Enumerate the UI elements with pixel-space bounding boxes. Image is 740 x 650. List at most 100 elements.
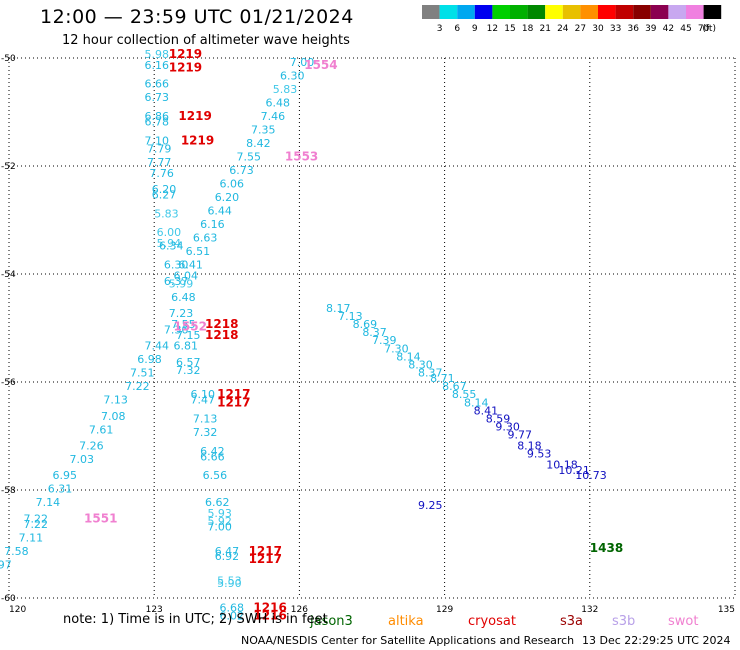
wave-height-point: 7.36 — [164, 323, 189, 336]
wave-height-point: 6.20 — [215, 191, 240, 204]
wave-height-point: 6.31 — [48, 483, 73, 496]
colorbar-swatch — [562, 5, 581, 19]
wave-height-point: 6.10 — [191, 388, 216, 401]
pass-number-label: 1553 — [285, 150, 318, 164]
chart-axes: 120 123 126 129 132 135 -50 -52 -54 -56 -58 -60 — [1, 54, 735, 615]
wave-height-point: 7.22 — [24, 518, 49, 531]
wave-height-point: 8.37 — [362, 326, 387, 339]
wave-height-point: 5.83 — [154, 207, 179, 220]
wave-height-point: 7.15 — [176, 329, 201, 342]
colorbar-swatch — [510, 5, 528, 19]
wave-height-point: 6.66 — [145, 78, 170, 91]
colorbar-label: 24 — [557, 24, 569, 34]
x-tick-label: 135 — [718, 605, 735, 615]
colorbar-swatch — [580, 5, 598, 19]
wave-height-point: 7.39 — [372, 334, 397, 347]
colorbar-swatch — [633, 5, 651, 19]
colorbar-label: 30 — [592, 24, 604, 34]
legend-item-altika: altika — [388, 614, 424, 629]
legend-item-swot: swot — [668, 614, 698, 629]
wave-height-point: 7.13 — [193, 413, 218, 426]
wave-height-point: 6.42 — [200, 445, 225, 458]
wave-height-point: 6.16 — [145, 59, 170, 72]
wave-height-point: 7.32 — [193, 426, 218, 439]
pass-number-label: 1216 — [253, 609, 286, 623]
pass-number-label: 1219 — [169, 47, 202, 61]
wave-height-point: 5.53 — [217, 575, 242, 588]
legend-item-s3a: s3a — [560, 614, 583, 629]
wave-height-point: 8.42 — [246, 137, 271, 150]
pass-number-label: 1218 — [205, 317, 238, 331]
wave-height-point: 8.41 — [474, 404, 499, 417]
wave-height-point: 6.98 — [137, 353, 162, 366]
wave-height-point: 6.20 — [152, 183, 177, 196]
colorbar: 3 6 9 12 15 18 21 24 27 30 33 36 39 42 45 70(ft) — [422, 5, 722, 34]
footer-note: note: 1) Time is in UTC; 2) SWH is in fe… — [63, 612, 328, 627]
x-tick-label: 129 — [436, 605, 453, 615]
colorbar-swatch — [439, 5, 458, 19]
chart-grid — [8, 57, 736, 599]
colorbar-label: 21 — [539, 24, 550, 34]
wave-height-point: 6.41 — [178, 259, 203, 272]
wave-height-point: 7.32 — [176, 364, 201, 377]
wave-height-point: 6.63 — [193, 232, 218, 245]
wave-height-point: 7.35 — [251, 124, 276, 137]
wave-height-point: 5.99 — [169, 278, 194, 291]
colorbar-label: 27 — [575, 24, 586, 34]
pass-number-label: 1217 — [249, 544, 282, 558]
wave-height-point: 7.77 — [147, 156, 172, 169]
colorbar-label: 3 — [437, 24, 443, 34]
colorbar-label: 6 — [454, 24, 460, 34]
wave-height-point: 6.51 — [186, 245, 211, 258]
wave-height-point: 6.16 — [200, 218, 225, 231]
colorbar-swatch — [598, 5, 616, 19]
wave-height-point: 6.57 — [176, 356, 201, 369]
x-tick-label: 120 — [9, 605, 26, 615]
colorbar-label: 12 — [487, 24, 498, 34]
pass-number-label: 1216 — [253, 601, 286, 615]
wave-height-point: 7.79 — [147, 143, 172, 156]
wave-height-point: 8.37 — [418, 367, 443, 380]
wave-height-point: 5.98 — [145, 48, 170, 61]
wave-height-point: 6.47 — [215, 545, 240, 558]
wave-height-point: 6.97 — [0, 558, 12, 571]
colorbar-swatch — [545, 5, 563, 19]
wave-height-point: 7.51 — [130, 367, 155, 380]
wave-height-point: 6.73 — [145, 91, 170, 104]
colorbar-swatch — [703, 5, 722, 19]
x-tick-label: 126 — [291, 605, 308, 615]
wave-height-point: 6.30 — [280, 70, 305, 83]
wave-height-point: 8.14 — [396, 350, 421, 363]
wave-height-point: 7.58 — [4, 545, 29, 558]
wave-height-point: 6.62 — [205, 496, 230, 509]
pass-number-label: 1219 — [178, 109, 211, 123]
colorbar-label: (ft) — [702, 24, 716, 34]
wave-height-point: 8.17 — [326, 302, 351, 315]
wave-height-point: 7.47 — [191, 394, 216, 407]
wave-height-point: 6.04 — [174, 269, 199, 282]
wave-height-point: 7.13 — [103, 394, 128, 407]
wave-height-point: 8.59 — [486, 413, 511, 426]
pass-number-label: 1217 — [217, 387, 250, 401]
wave-height-point: 6.95 — [53, 469, 77, 482]
wave-height-point: 6.73 — [229, 164, 254, 177]
wave-height-point: 7.13 — [338, 310, 363, 323]
wave-height-point: 6.00 — [157, 226, 182, 239]
colorbar-label: 45 — [680, 24, 691, 34]
wave-height-point: 9.25 — [418, 499, 443, 512]
wave-height-point: 7.55 — [236, 151, 260, 164]
wave-height-point: 10.21 — [558, 464, 590, 477]
legend-item-s3b: s3b — [612, 614, 635, 629]
pass-number-label: 1218 — [205, 328, 238, 342]
wave-height-point: 6.37 — [164, 275, 189, 288]
wave-height-point: 7.26 — [79, 440, 104, 453]
x-tick-label: 132 — [581, 605, 598, 615]
colorbar-swatch — [527, 5, 546, 19]
wave-height-point: 10.73 — [575, 469, 607, 482]
y-tick-label: -56 — [1, 378, 16, 388]
footer-credit: NOAA/NESDIS Center for Satellite Applica… — [241, 634, 575, 647]
wave-height-point: 7.61 — [89, 423, 114, 436]
colorbar-swatch — [422, 5, 440, 19]
colorbar-label: 39 — [645, 24, 657, 34]
wave-height-point: 8.30 — [408, 359, 433, 372]
